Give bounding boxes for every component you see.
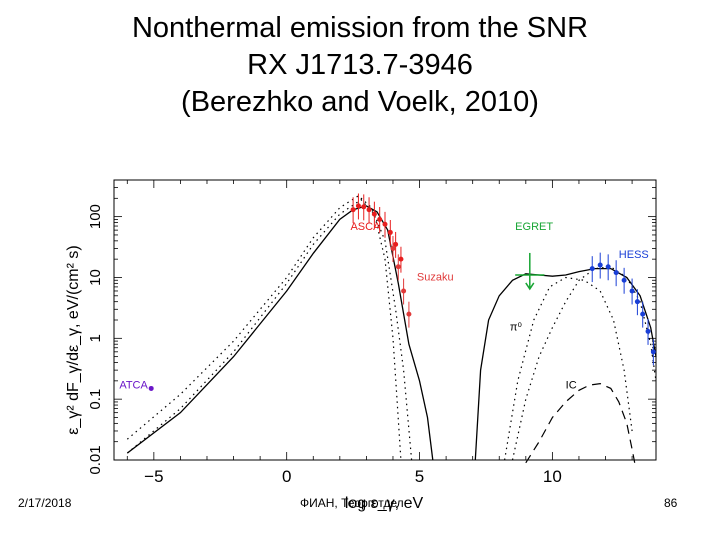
title-line-1: Nonthermal emission from the SNR (131, 12, 589, 44)
asca-point (366, 207, 372, 213)
data-points (148, 193, 656, 391)
y-tick-label: 100 (87, 204, 104, 229)
asca-point (377, 216, 383, 222)
atca-point (148, 385, 154, 391)
x-tick-label: 5 (415, 467, 424, 486)
x-tick-label: 0 (282, 467, 291, 486)
hess-point (597, 262, 603, 268)
slide-title: Nonthermal emission from the SNR RX J171… (0, 10, 720, 121)
hess-point (613, 270, 619, 276)
hess-point (605, 264, 611, 270)
model-curve-solid-1 (474, 267, 657, 461)
page-number: 86 (664, 496, 678, 510)
model-curve-dashed-6 (525, 382, 636, 464)
annotation-atca: ATCA (119, 379, 148, 391)
x-tick-label: −5 (144, 467, 163, 486)
annotation-egret: EGRET (515, 221, 553, 233)
suzaku-point (390, 245, 396, 251)
title-line-2: RX J1713.7-3946 (247, 49, 473, 81)
y-tick-label: 10 (87, 269, 104, 286)
hess-point (621, 277, 627, 283)
x-tick-label: 10 (543, 467, 562, 486)
model-curve-dotted-5 (504, 276, 633, 461)
hess-point (629, 288, 635, 294)
model-curve-dotted-3 (126, 198, 402, 461)
egret-arrowhead (525, 282, 535, 291)
asca-point (350, 207, 356, 213)
y-tick-label: 1 (87, 334, 104, 342)
asca-point (361, 204, 367, 210)
hess-point (640, 311, 646, 317)
y-tick-label: 0.1 (87, 389, 104, 410)
asca-point (355, 203, 361, 209)
chart-labels: ε_γ² dF_γ/dε_γ, eV/(cm² s) log ε_γ, eV ASC… (65, 221, 649, 512)
x-axis-label: log ε_γ, eV (345, 495, 424, 512)
footer-date: 2/17/2018 (18, 496, 72, 510)
asca-point (371, 211, 377, 217)
annotation-: π⁰ (510, 321, 523, 333)
y-axis-label: ε_γ² dF_γ/dε_γ, eV/(cm² s) (65, 245, 82, 434)
model-curve-dotted-4 (511, 266, 657, 461)
suzaku-point (401, 288, 407, 294)
hess-point (634, 299, 640, 305)
hess-point (650, 349, 656, 355)
hess-point (645, 328, 651, 334)
y-tick-label: 0.01 (87, 445, 104, 474)
model-curve-dotted-2 (126, 195, 413, 461)
annotation-hess: HESS (619, 249, 649, 261)
axis-ticks: −5 0 5 10 0.01 0.1 1 10 100 (87, 179, 656, 486)
asca-point (382, 221, 388, 227)
footer-organization: ФИАН, Теорготдел (300, 496, 404, 510)
hess-point (589, 266, 595, 272)
annotation-asca: ASCA (350, 221, 381, 233)
title-line-3: (Berezhko and Voelk, 2010) (181, 86, 539, 118)
asca-point (398, 256, 404, 262)
suzaku-point (395, 264, 401, 270)
model-curves (126, 195, 657, 464)
asca-point (387, 229, 393, 235)
annotation-ic: IC (566, 379, 577, 391)
suzaku-point (406, 311, 412, 317)
asca-point (393, 241, 399, 247)
model-curve-solid-0 (126, 205, 434, 461)
annotation-suzaku: Suzaku (417, 271, 454, 283)
